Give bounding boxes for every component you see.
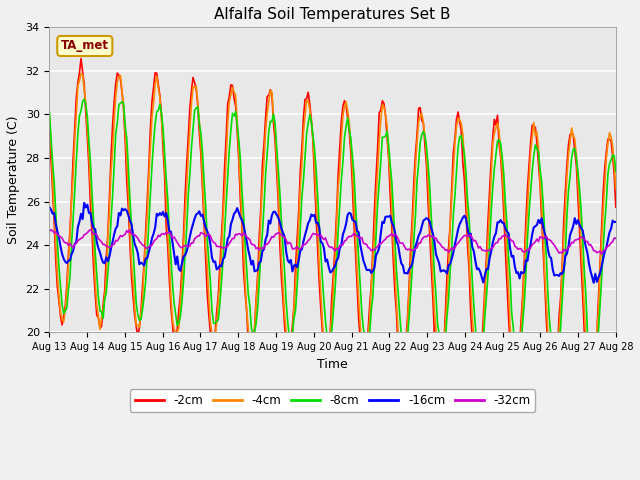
-2cm [587, 393, 595, 399]
-8cm [590, 370, 598, 375]
Line: -4cm: -4cm [49, 73, 616, 390]
-16cm [116, 213, 124, 218]
-4cm [216, 279, 224, 285]
-4cm [77, 71, 85, 76]
Title: Alfalfa Soil Temperatures Set B: Alfalfa Soil Temperatures Set B [214, 7, 451, 22]
-4cm [235, 149, 243, 155]
Y-axis label: Soil Temperature (C): Soil Temperature (C) [7, 116, 20, 244]
-8cm [81, 96, 88, 102]
Line: -32cm: -32cm [49, 229, 616, 254]
-16cm [81, 200, 88, 206]
-2cm [295, 208, 303, 214]
-8cm [295, 258, 303, 264]
-8cm [116, 100, 124, 106]
-2cm [612, 204, 620, 210]
-2cm [45, 123, 53, 129]
-16cm [295, 257, 303, 263]
-4cm [588, 387, 596, 393]
-32cm [612, 235, 620, 241]
X-axis label: Time: Time [317, 358, 348, 371]
-2cm [77, 56, 85, 61]
Line: -8cm: -8cm [49, 99, 616, 372]
-8cm [612, 169, 620, 175]
-32cm [126, 227, 134, 232]
-16cm [590, 280, 598, 286]
Text: TA_met: TA_met [61, 39, 109, 52]
-4cm [244, 325, 252, 331]
-32cm [295, 246, 303, 252]
-4cm [45, 114, 53, 120]
-32cm [216, 244, 224, 250]
-4cm [612, 186, 620, 192]
Line: -16cm: -16cm [49, 203, 616, 283]
-16cm [244, 247, 252, 253]
-32cm [244, 235, 252, 241]
-32cm [582, 239, 589, 244]
-8cm [244, 291, 252, 297]
Legend: -2cm, -4cm, -8cm, -16cm, -32cm: -2cm, -4cm, -8cm, -16cm, -32cm [130, 389, 536, 412]
-2cm [582, 356, 589, 362]
-16cm [45, 204, 53, 210]
-16cm [612, 219, 620, 225]
-8cm [216, 301, 224, 307]
-32cm [598, 252, 605, 257]
-16cm [235, 210, 243, 216]
-4cm [116, 72, 124, 78]
-16cm [582, 244, 589, 250]
-4cm [582, 336, 589, 342]
-32cm [235, 231, 243, 237]
-32cm [45, 228, 53, 234]
-2cm [244, 338, 252, 344]
-8cm [235, 137, 243, 143]
-32cm [115, 235, 123, 241]
Line: -2cm: -2cm [49, 59, 616, 396]
-8cm [45, 109, 53, 115]
-2cm [116, 76, 124, 82]
-16cm [216, 263, 224, 268]
-2cm [216, 264, 224, 269]
-2cm [235, 157, 243, 163]
-8cm [582, 291, 589, 297]
-4cm [295, 219, 303, 225]
